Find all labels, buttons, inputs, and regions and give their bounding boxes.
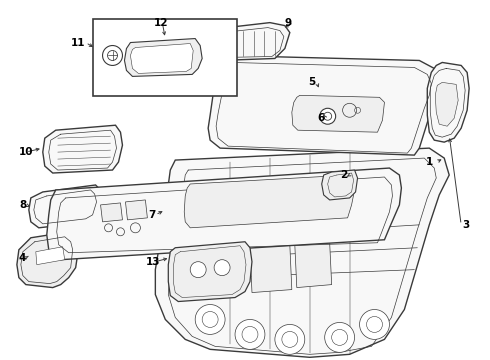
Text: 13: 13 [146,257,160,267]
Polygon shape [295,243,332,288]
Text: 5: 5 [308,77,315,87]
Polygon shape [124,39,202,76]
Polygon shape [184,175,356,228]
Text: 7: 7 [148,210,156,220]
Circle shape [190,262,206,278]
Polygon shape [435,82,458,126]
Polygon shape [155,148,449,357]
Polygon shape [322,170,358,200]
Polygon shape [250,245,292,293]
Circle shape [360,310,390,339]
Polygon shape [205,23,290,60]
Polygon shape [17,232,78,288]
Text: 10: 10 [19,147,33,157]
Polygon shape [208,55,439,155]
Circle shape [235,319,265,349]
Polygon shape [29,185,102,228]
Polygon shape [100,203,122,222]
Text: 12: 12 [153,18,168,28]
Circle shape [214,260,230,276]
Circle shape [319,108,336,124]
Circle shape [325,323,355,352]
Polygon shape [168,242,252,302]
Polygon shape [36,247,65,265]
Polygon shape [292,95,385,132]
Text: 2: 2 [340,170,347,180]
Bar [93,19,237,96]
Text: 4: 4 [19,253,26,263]
Text: 3: 3 [462,220,469,230]
Polygon shape [125,200,147,220]
Text: 11: 11 [71,37,85,48]
Polygon shape [427,62,469,142]
Polygon shape [130,44,193,73]
Polygon shape [47,168,401,260]
Circle shape [195,305,225,334]
Text: 6: 6 [318,113,325,123]
Text: 9: 9 [285,18,292,28]
Circle shape [102,45,122,66]
Polygon shape [43,125,122,173]
Circle shape [275,324,305,354]
Text: 1: 1 [426,157,434,167]
Text: 8: 8 [19,200,26,210]
